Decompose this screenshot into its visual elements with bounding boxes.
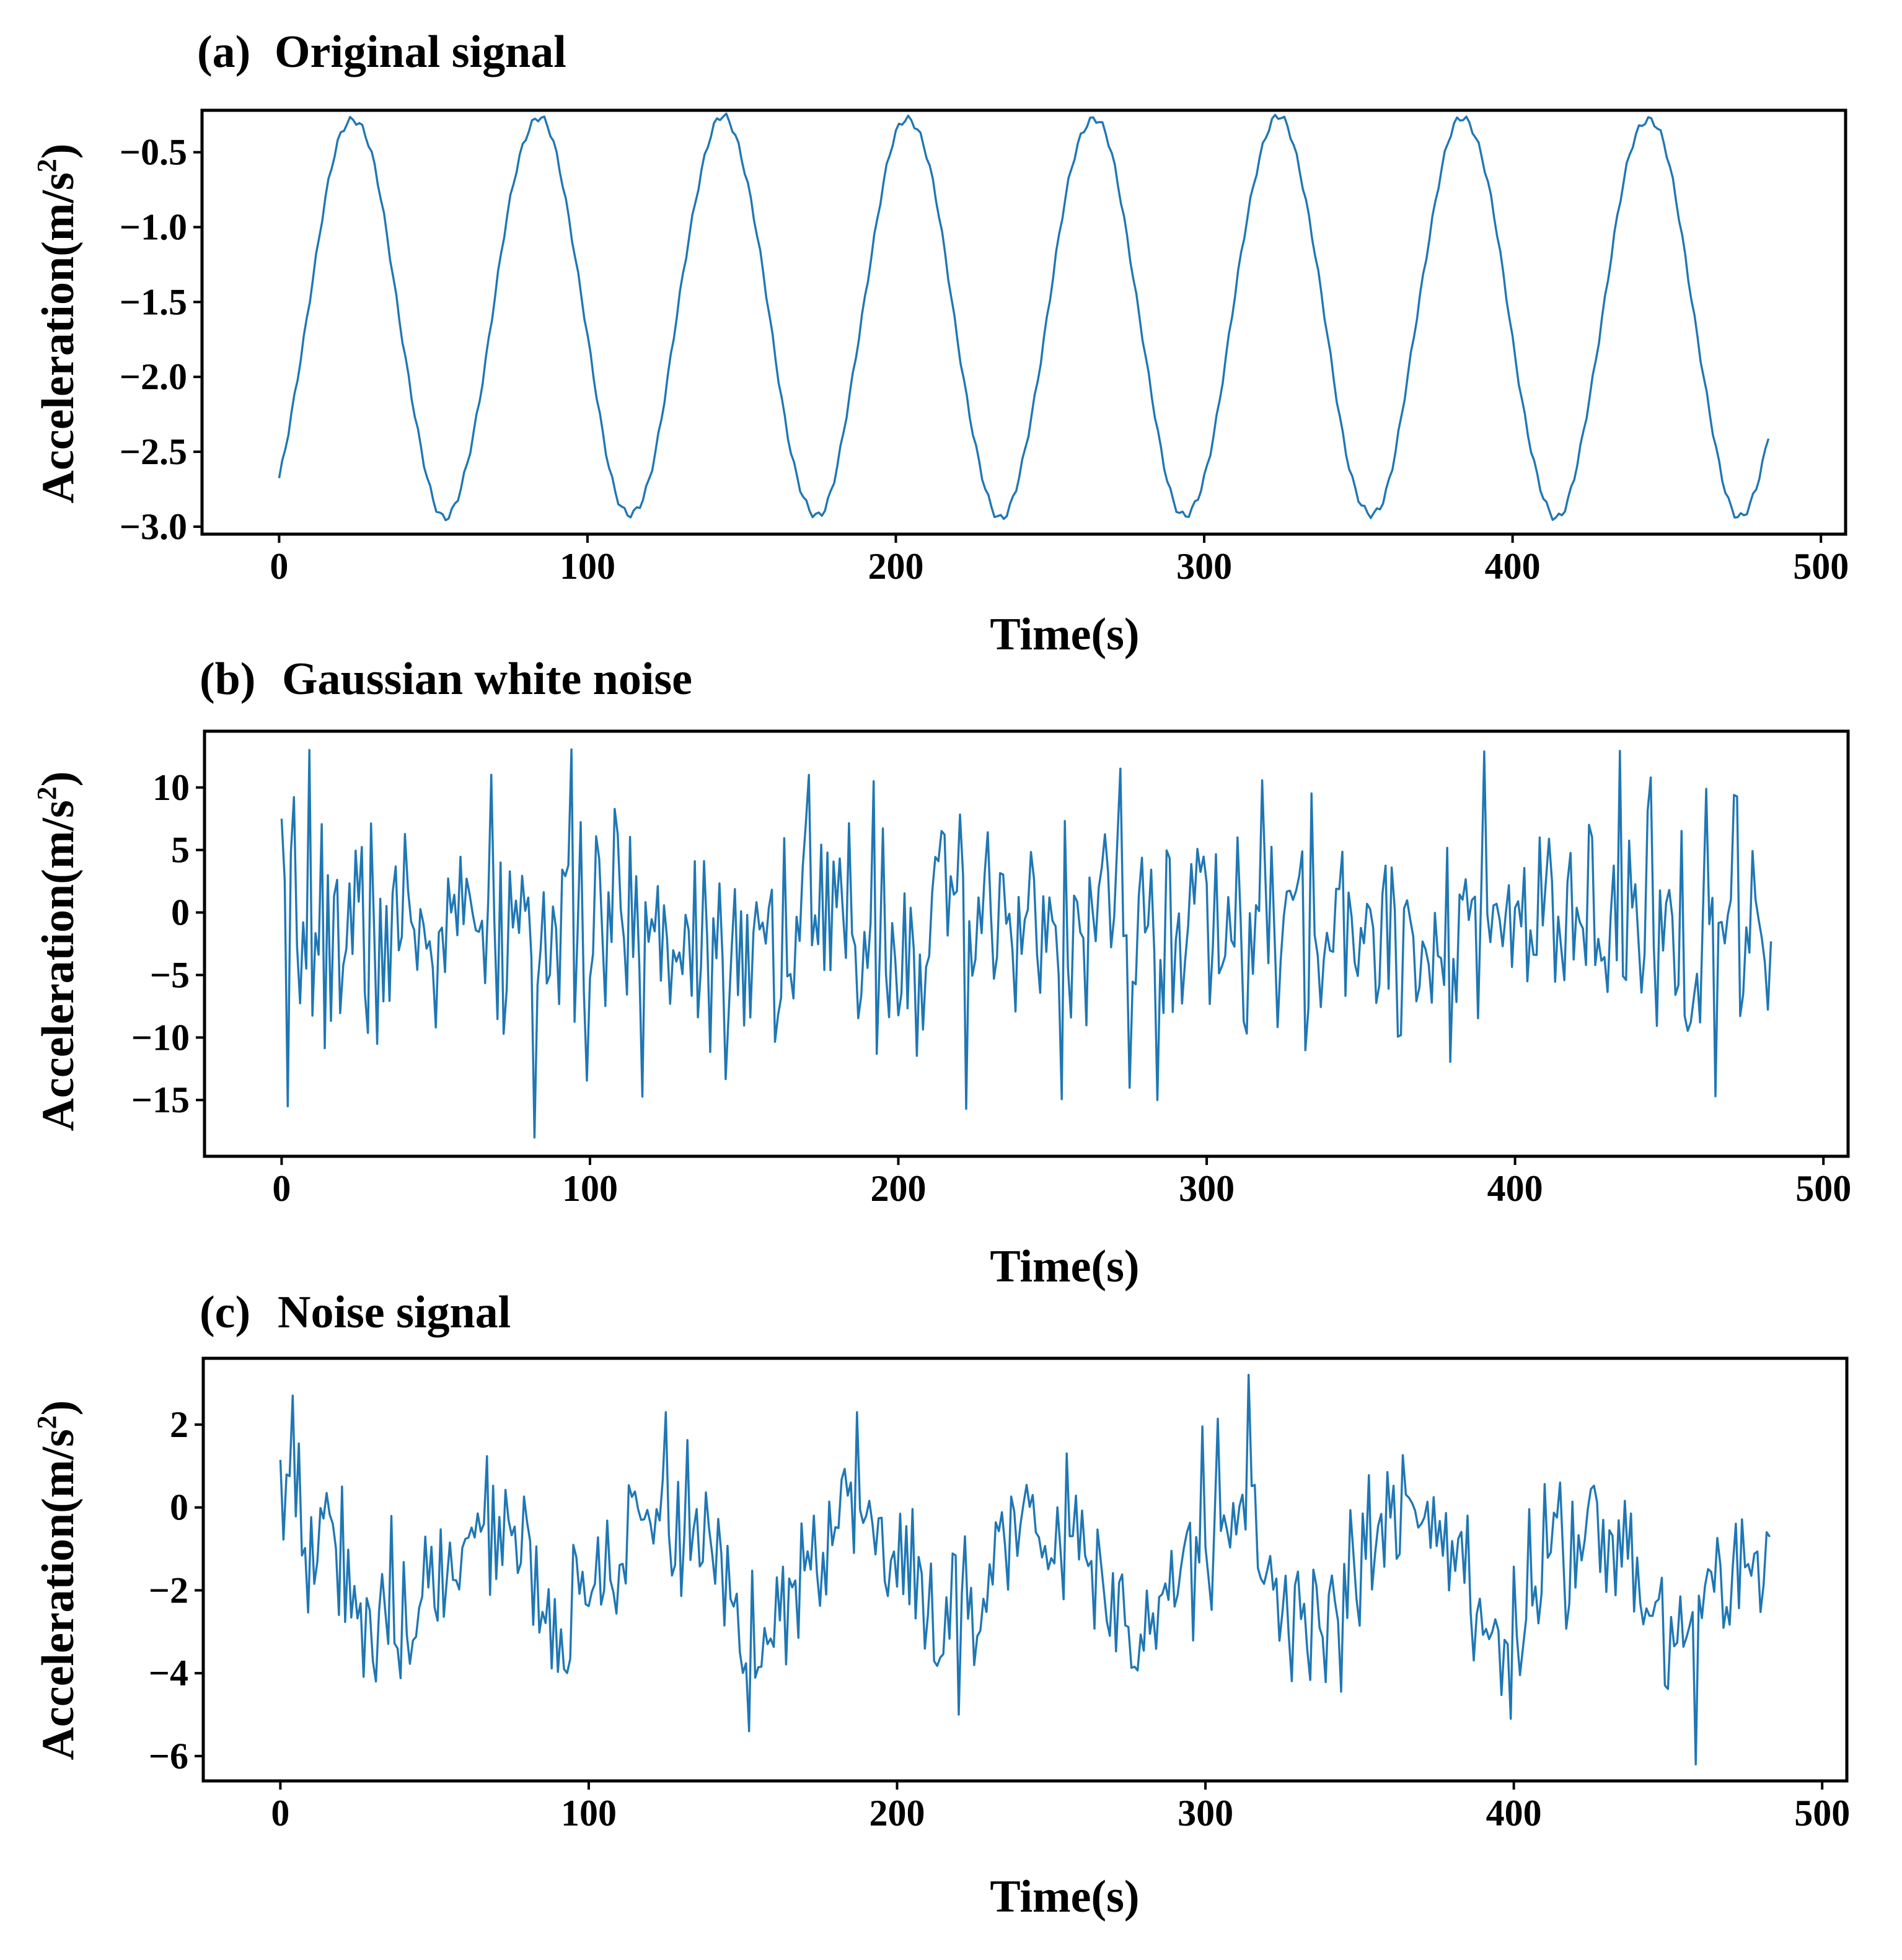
panel-b-y-label-main: Acceleration(m/s (33, 800, 84, 1131)
panel-b-letter: (b) (200, 654, 255, 705)
panel-b-y-tick-label: −15 (131, 1079, 190, 1120)
panel-b-y-label-close: ) (33, 771, 84, 787)
panel-b-title: Gaussian white noise (282, 654, 692, 705)
panel-b-y-axis-label: Acceleration(m/s2) (32, 771, 84, 1132)
panel-b-x-tick-label: 200 (871, 1168, 927, 1209)
panel-a-y-axis-label: Acceleration(m/s2) (32, 144, 84, 504)
panel-a-x-tick-label: 500 (1793, 546, 1849, 587)
panel-b-y-tick-label: −10 (131, 1017, 190, 1058)
panel-b-y-tick-label: −5 (150, 954, 190, 995)
panel-a-y-tick-label: −2.5 (120, 431, 187, 472)
panel-c-y-label-close: ) (33, 1400, 84, 1416)
panel-c-x-tick-label: 200 (870, 1793, 925, 1834)
panel-b-y-tick-label: 10 (152, 767, 190, 808)
panel-a-x-tick-label: 100 (560, 546, 615, 587)
panel-c-series-line-1 (279, 1374, 1771, 1765)
panel-c-letter: (c) (200, 1287, 250, 1338)
panel-c-y-axis-label: Acceleration(m/s2) (32, 1400, 84, 1760)
panel-a-y-tick-label: −1.5 (120, 281, 187, 322)
panel-c-y-label-sup: 2 (32, 1415, 62, 1429)
panel-c-plot-frame (201, 1356, 1849, 1783)
panel-c-y-tick-label: 2 (170, 1404, 188, 1445)
panel-c-y-tick-label: 0 (170, 1487, 188, 1528)
panel-c-x-tick-label: 400 (1486, 1793, 1542, 1834)
panel-c-x-tick-label: 300 (1178, 1793, 1233, 1834)
panel-c-title: Noise signal (278, 1287, 511, 1338)
panel-a-y-label-close: ) (33, 144, 84, 159)
panel-a-x-tick-label: 200 (868, 546, 924, 587)
panel-c-y-tick-label: −2 (149, 1570, 188, 1611)
panel-b-plot-frame (203, 729, 1850, 1158)
panel-a-y-label-sup: 2 (32, 159, 62, 172)
panel-a-letter: (a) (197, 27, 250, 77)
panel-a-plot-frame (200, 108, 1847, 536)
panel-b-x-tick-label: 100 (562, 1168, 618, 1209)
panel-b-x-tick-label: 400 (1487, 1168, 1543, 1209)
panel-a-y-tick-label: −3.0 (120, 506, 187, 547)
panel-a-title: Original signal (275, 27, 566, 77)
panel-a-x-tick-label: 300 (1176, 546, 1232, 587)
panel-a-series-line-1 (278, 112, 1770, 522)
panel-c-x-tick-label: 100 (561, 1793, 617, 1834)
panel-noise-signal: (c) Noise signal Time(s) Acceleration(m/… (32, 1287, 1850, 1922)
panel-c-y-tick-label: −6 (149, 1736, 188, 1777)
panel-a-x-tick-label: 400 (1485, 546, 1541, 587)
panel-a-y-tick-label: −1.0 (120, 207, 187, 248)
panel-b-x-tick-label: 300 (1179, 1168, 1235, 1209)
panel-c-x-tick-label: 500 (1794, 1793, 1850, 1834)
panel-a-x-axis-label: Time(s) (990, 609, 1139, 660)
panel-c-y-tick-label: −4 (149, 1653, 188, 1694)
panel-b-x-axis-label: Time(s) (990, 1241, 1139, 1292)
panel-c-x-axis-label: Time(s) (990, 1871, 1139, 1922)
panel-a-x-tick-label: 0 (270, 546, 288, 587)
panel-c-y-label-main: Acceleration(m/s (33, 1429, 84, 1760)
panel-b-y-tick-label: 0 (171, 892, 190, 933)
panel-b-y-tick-label: 5 (171, 830, 190, 871)
panel-b-x-tick-label: 500 (1795, 1168, 1851, 1209)
panel-b-series-line-1 (280, 748, 1772, 1139)
panel-gaussian-white-noise: (b) Gaussian white noise Time(s) Acceler… (32, 654, 1851, 1292)
panel-b-x-tick-label: 0 (272, 1168, 291, 1209)
panel-a-y-label-main: Acceleration(m/s (33, 172, 84, 503)
panel-original-signal: (a) Original signal Time(s) Acceleration… (32, 27, 1849, 660)
panel-a-y-tick-label: −0.5 (120, 132, 187, 173)
panel-a-y-tick-label: −2.0 (120, 356, 187, 397)
panel-b-y-label-sup: 2 (32, 786, 62, 800)
panel-c-x-tick-label: 0 (271, 1793, 289, 1834)
